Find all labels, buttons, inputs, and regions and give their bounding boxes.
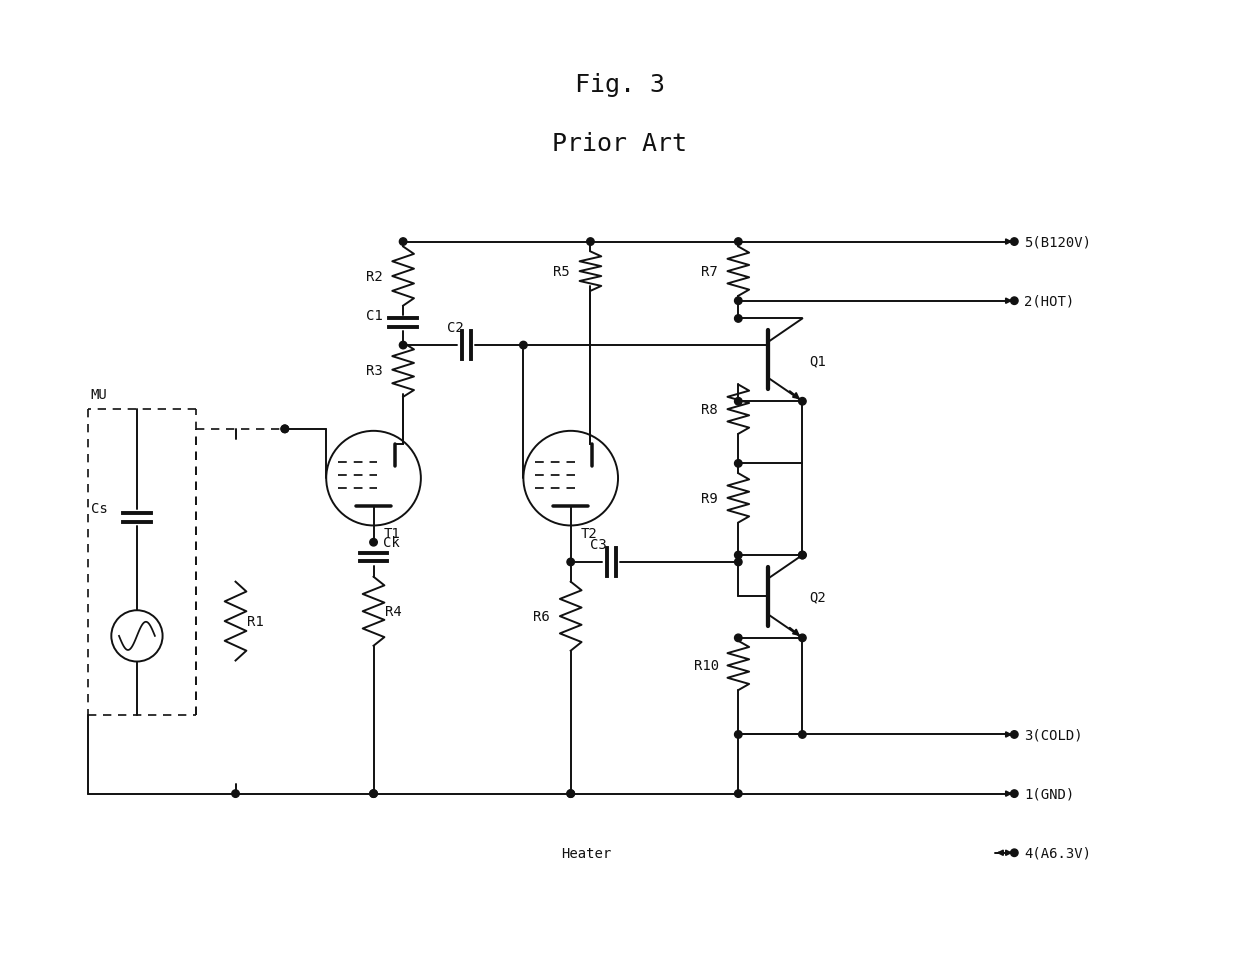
Circle shape [799,635,806,642]
Circle shape [734,635,742,642]
Circle shape [370,539,377,547]
Circle shape [370,790,377,797]
Circle shape [734,558,742,566]
Text: R2: R2 [366,270,382,284]
Circle shape [734,398,742,406]
Circle shape [1011,297,1018,305]
Text: C3: C3 [590,538,608,552]
Circle shape [399,342,407,349]
Text: R10: R10 [694,659,719,673]
Circle shape [734,552,742,559]
Circle shape [520,342,527,349]
Text: C1: C1 [366,309,382,323]
Circle shape [734,315,742,323]
Circle shape [281,425,289,433]
Text: R6: R6 [533,609,551,624]
Text: 4(A6.3V): 4(A6.3V) [1024,846,1091,860]
Text: R9: R9 [701,491,718,506]
Circle shape [567,790,574,797]
Circle shape [734,731,742,738]
Circle shape [567,558,574,566]
Text: 5(B120V): 5(B120V) [1024,236,1091,249]
Text: Ck: Ck [383,536,401,550]
Circle shape [734,460,742,467]
Text: Fig. 3: Fig. 3 [575,72,665,97]
Circle shape [1011,849,1018,857]
Circle shape [734,297,742,305]
Text: R7: R7 [701,265,718,279]
Circle shape [799,552,806,559]
Text: R5: R5 [553,265,569,279]
Circle shape [1011,239,1018,246]
Circle shape [799,731,806,738]
Text: Prior Art: Prior Art [553,132,687,156]
Text: R1: R1 [247,614,264,629]
Text: T1: T1 [383,527,401,541]
Circle shape [799,398,806,406]
Text: 3(COLD): 3(COLD) [1024,728,1083,741]
Text: Cs: Cs [91,501,108,515]
Text: C2: C2 [448,321,464,335]
Text: 1(GND): 1(GND) [1024,787,1074,801]
Text: 2(HOT): 2(HOT) [1024,294,1074,308]
Circle shape [734,790,742,797]
Text: R4: R4 [386,604,402,619]
Text: T2: T2 [580,527,598,541]
Circle shape [399,239,407,246]
Text: Q1: Q1 [810,353,826,368]
Circle shape [799,552,806,559]
Text: R8: R8 [701,403,718,417]
Circle shape [1011,731,1018,738]
Circle shape [567,790,574,797]
Text: MU: MU [91,388,108,402]
Circle shape [281,425,289,433]
Text: R3: R3 [366,364,382,378]
Text: Q2: Q2 [810,590,826,603]
Circle shape [232,790,239,797]
Text: Heater: Heater [560,846,611,860]
Circle shape [587,239,594,246]
Circle shape [370,790,377,797]
Circle shape [734,239,742,246]
Circle shape [1011,790,1018,797]
